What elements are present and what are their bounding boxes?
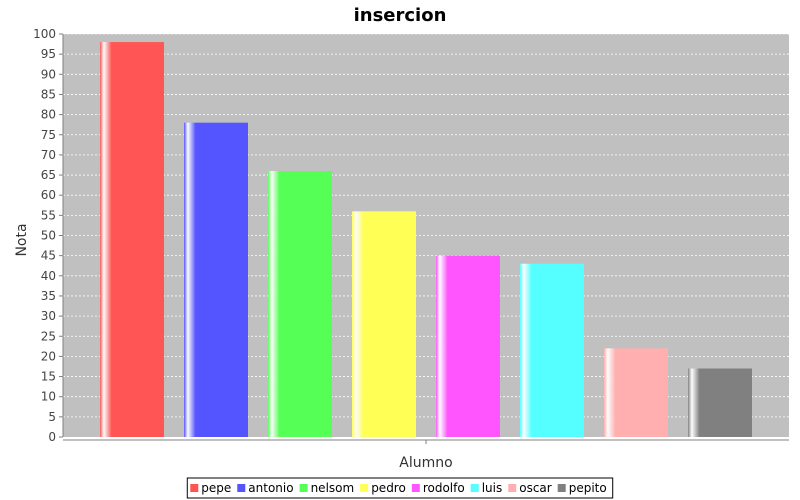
bars [100, 42, 752, 438]
y-tick-label: 30 [41, 309, 56, 323]
legend-swatch [190, 484, 199, 492]
y-tick-label: 40 [41, 269, 56, 283]
legend-label: pepito [569, 481, 607, 495]
y-tick-label: 20 [41, 349, 56, 363]
y-tick-label: 65 [41, 168, 56, 182]
y-tick-label: 60 [41, 188, 56, 202]
y-tick-label: 0 [48, 430, 56, 444]
legend-swatch [411, 484, 420, 492]
x-axis-label: Alumno [399, 455, 452, 471]
y-tick-label: 100 [33, 27, 56, 41]
legend-item-pedro: pedro [360, 481, 406, 495]
legend-item-pepe: pepe [190, 481, 231, 495]
legend-item-nelsom: nelsom [299, 481, 355, 495]
legend-swatch [508, 484, 517, 492]
legend-item-antonio: antonio [237, 481, 294, 495]
y-tick-label: 35 [41, 289, 56, 303]
bar-oscar [604, 348, 668, 437]
legend-item-rodolfo: rodolfo [411, 481, 465, 495]
legend-item-pepito: pepito [557, 481, 607, 495]
bar-antonio [184, 122, 248, 437]
y-tick-label: 75 [41, 128, 56, 142]
legend-frame [186, 477, 614, 499]
legend-swatch [360, 484, 369, 492]
legend-swatch [237, 484, 246, 492]
bar-pepito [688, 368, 752, 437]
legend-swatch [470, 484, 479, 492]
y-tick-label: 70 [41, 148, 56, 162]
y-tick-label: 95 [41, 47, 56, 61]
legend-label: antonio [248, 481, 293, 495]
y-tick-label: 55 [41, 208, 56, 222]
bar-nelsom [268, 171, 332, 437]
legend: pepe antonio nelsom pedro rodolfo luis oscar pe… [186, 477, 614, 499]
legend-item-luis: luis [470, 481, 503, 495]
bar-pedro [352, 211, 416, 437]
legend-swatch [299, 484, 308, 492]
y-tick-label: 15 [41, 370, 56, 384]
chart-title: insercion [354, 5, 447, 26]
y-tick-label: 10 [41, 390, 56, 404]
y-tick-label: 25 [41, 329, 56, 343]
y-axis-label: Nota [14, 223, 30, 256]
y-tick-label: 45 [41, 249, 56, 263]
y-tick-label: 50 [41, 229, 56, 243]
legend-label: rodolfo [423, 481, 465, 495]
y-tick-label: 85 [41, 87, 56, 101]
bar-rodolfo [436, 255, 500, 437]
legend-label: pedro [371, 481, 406, 495]
legend-swatch [557, 484, 566, 492]
legend-label: luis [482, 481, 503, 495]
legend-item-oscar: oscar [508, 481, 552, 495]
y-axis: 0 5 10 15 20 25 30 35 40 45 50 55 60 65 70 75 80 85 90 95 10… [33, 27, 64, 444]
legend-label: oscar [519, 481, 552, 495]
bar-luis [520, 263, 584, 437]
legend-label: nelsom [311, 481, 355, 495]
x-axis [63, 439, 789, 444]
y-tick-label: 80 [41, 108, 56, 122]
bar-pepe [100, 42, 164, 438]
legend-label: pepe [201, 481, 231, 495]
y-tick-label: 5 [48, 410, 56, 424]
y-tick-label: 90 [41, 67, 56, 81]
